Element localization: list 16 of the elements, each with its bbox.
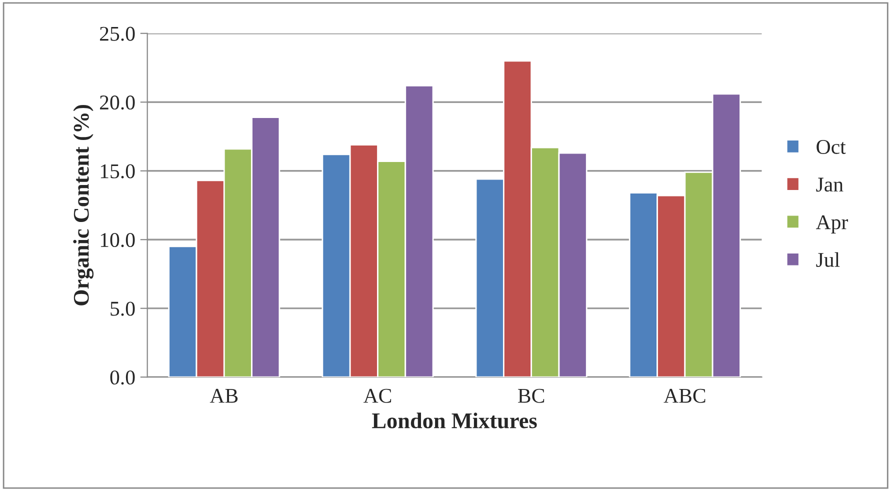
y-tick-label: 25.0 xyxy=(100,26,135,41)
x-tick-label: AC xyxy=(363,388,392,403)
x-tick-label: BC xyxy=(518,388,544,403)
x-tick-label: AB xyxy=(210,388,238,403)
y-tick-label: 15.0 xyxy=(100,164,135,178)
y-tick-label: 5.0 xyxy=(110,302,135,316)
legend-label: Oct xyxy=(816,140,846,154)
legend-label: Apr xyxy=(816,215,848,234)
y-tick-label: 0.0 xyxy=(110,370,135,385)
y-tick-label: 10.0 xyxy=(100,232,135,248)
x-axis-title: London Mixtures xyxy=(372,412,537,428)
y-tick-label: 20.0 xyxy=(100,96,135,110)
legend-label: Jul xyxy=(816,252,840,267)
legend-label: Jan xyxy=(816,178,844,192)
y-axis-title: Organic Content (%) xyxy=(73,104,94,306)
x-tick-label: ABC xyxy=(664,388,706,403)
